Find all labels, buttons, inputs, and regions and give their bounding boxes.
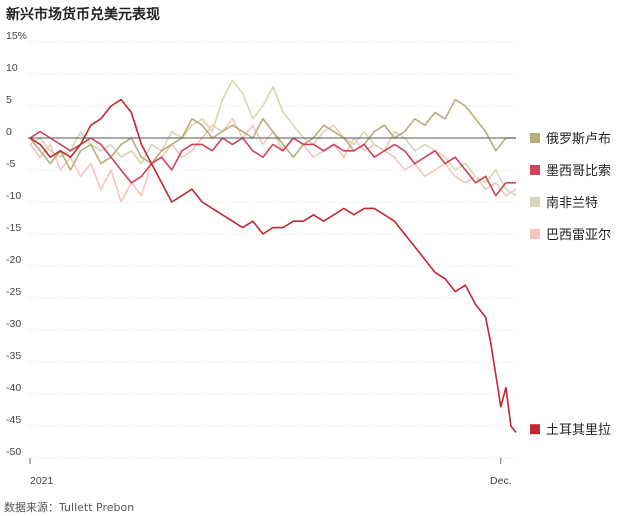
legend-swatch (530, 229, 540, 239)
series-lines (28, 79, 517, 433)
y-tick-label: -50 (6, 446, 21, 458)
y-tick-label: -10 (6, 190, 21, 202)
legend-label: 俄罗斯卢布 (546, 131, 611, 147)
x-tick-label: Dec. (490, 475, 512, 487)
gridlines (28, 41, 516, 459)
legend-swatch (530, 165, 540, 175)
y-tick-label: 15% (6, 30, 27, 42)
y-tick-label: 5 (6, 94, 12, 106)
legend-label: 墨西哥比索 (546, 164, 611, 179)
legend-swatch (530, 424, 540, 435)
source-note: 数据来源：Tullett Prebon (4, 501, 135, 514)
legend-label: 土耳其里拉 (546, 423, 611, 438)
series-line (29, 98, 517, 433)
legend-label: 巴西雷亚尔 (546, 228, 611, 243)
y-tick-label: 10 (6, 62, 18, 74)
y-tick-label: 0 (6, 126, 12, 138)
x-tick-label: 2021 (30, 475, 54, 487)
chart-title: 新兴市场货币兑美元表现 (6, 7, 160, 23)
legend-label: 南非兰特 (546, 195, 598, 211)
y-tick-label: -45 (6, 414, 21, 426)
y-tick-label: -5 (6, 158, 15, 170)
y-tick-label: -20 (6, 254, 21, 266)
series-line (29, 98, 516, 171)
y-tick-label: -25 (6, 286, 21, 298)
y-tick-label: -35 (6, 350, 21, 362)
y-tick-label: -30 (6, 318, 21, 330)
series-line (29, 130, 516, 197)
y-axis: 15% 10 5 0 -5 -10 -15 -20 -25 -30 -35 -40 -45 -50 (6, 30, 27, 458)
y-tick-label: -40 (6, 382, 21, 394)
legend-swatch (530, 133, 540, 143)
y-tick-label: -15 (6, 222, 21, 234)
legend-swatch (530, 197, 540, 207)
x-axis: 2021 Dec. (29, 458, 512, 487)
